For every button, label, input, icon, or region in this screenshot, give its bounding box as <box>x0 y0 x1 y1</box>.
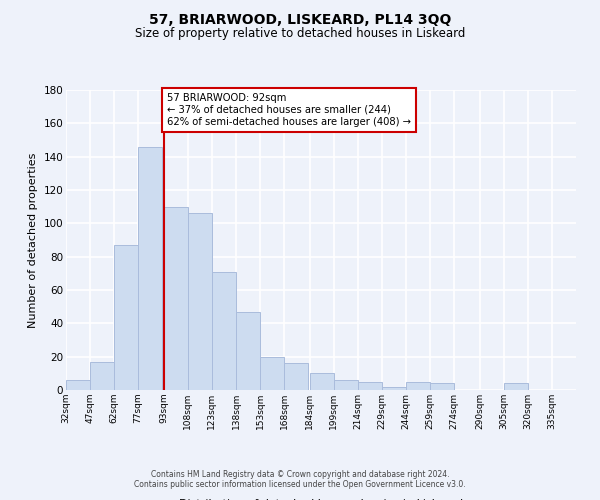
Bar <box>382 386 406 390</box>
Bar <box>90 362 114 390</box>
Bar <box>164 206 188 390</box>
Text: Contains public sector information licensed under the Open Government Licence v3: Contains public sector information licen… <box>134 480 466 489</box>
X-axis label: Distribution of detached houses by size in Liskeard: Distribution of detached houses by size … <box>179 498 463 500</box>
Bar <box>212 272 236 390</box>
Text: 57, BRIARWOOD, LISKEARD, PL14 3QQ: 57, BRIARWOOD, LISKEARD, PL14 3QQ <box>149 12 451 26</box>
Bar <box>406 382 430 390</box>
Bar <box>66 380 90 390</box>
Bar <box>504 384 528 390</box>
Bar <box>188 214 212 390</box>
Bar <box>358 382 382 390</box>
Bar <box>114 245 138 390</box>
Bar <box>334 380 358 390</box>
Bar <box>284 364 308 390</box>
Text: 57 BRIARWOOD: 92sqm
← 37% of detached houses are smaller (244)
62% of semi-detac: 57 BRIARWOOD: 92sqm ← 37% of detached ho… <box>167 94 411 126</box>
Bar <box>260 356 284 390</box>
Bar <box>430 384 454 390</box>
Y-axis label: Number of detached properties: Number of detached properties <box>28 152 38 328</box>
Bar <box>310 374 334 390</box>
Text: Contains HM Land Registry data © Crown copyright and database right 2024.: Contains HM Land Registry data © Crown c… <box>151 470 449 479</box>
Bar <box>236 312 260 390</box>
Text: Size of property relative to detached houses in Liskeard: Size of property relative to detached ho… <box>135 28 465 40</box>
Bar <box>138 146 162 390</box>
